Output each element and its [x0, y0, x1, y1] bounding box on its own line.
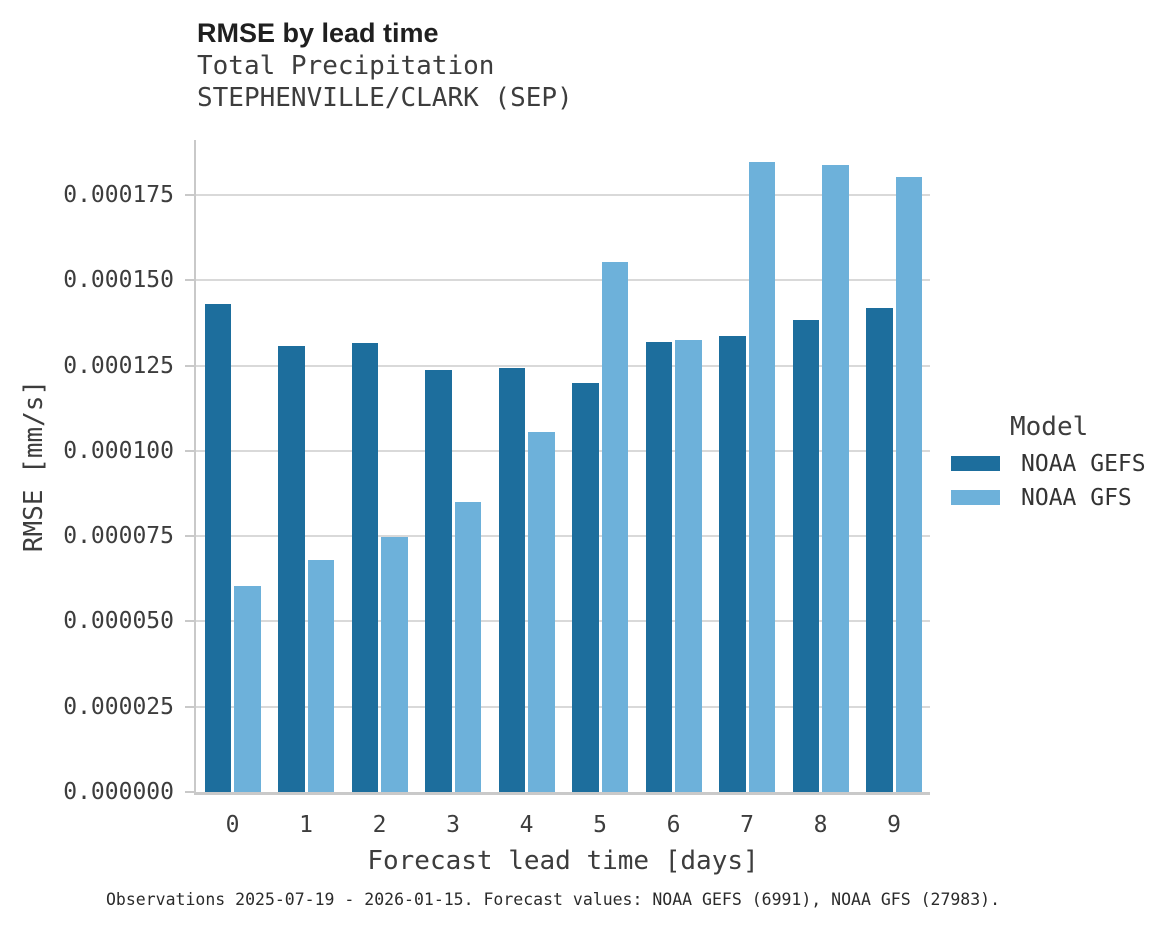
y-tick-mark-0.000125	[185, 364, 194, 367]
legend-swatch-noaa-gfs	[951, 490, 1000, 505]
gridline-y-0.000125	[196, 364, 930, 367]
y-tick-mark-0.000050	[185, 620, 194, 623]
y-tick-label-0.000175: 0.000175	[63, 182, 174, 208]
x-tick-label-0: 0	[225, 812, 240, 838]
y-tick-mark-0.000025	[185, 705, 194, 708]
x-tick-label-2: 2	[372, 812, 387, 838]
y-tick-label-0.000125: 0.000125	[63, 352, 174, 379]
y-tick-label-0.000100: 0.000100	[63, 437, 174, 464]
bar-noaa-gfs-lead-0	[234, 586, 261, 792]
bar-noaa-gefs-lead-6	[645, 341, 672, 792]
y-tick-label-0.000050: 0.000050	[63, 608, 174, 635]
legend-swatch-noaa-gefs	[951, 456, 1000, 471]
chart-title: RMSE by lead time	[197, 18, 439, 48]
x-tick-label-6: 6	[666, 812, 681, 838]
y-tick-label-0.000025: 0.000025	[63, 693, 174, 720]
gridline-y-0.000050	[196, 620, 930, 623]
bar-noaa-gefs-lead-5	[572, 382, 599, 792]
y-tick-mark-0.000000	[185, 791, 194, 793]
gridline-y-0.000175	[196, 194, 930, 196]
chart-subtitle-variable: Total Precipitation	[197, 51, 495, 81]
bar-noaa-gfs-lead-5	[601, 261, 628, 792]
bar-noaa-gefs-lead-9	[866, 307, 893, 792]
bar-noaa-gefs-lead-8	[792, 320, 819, 792]
y-tick-label-0.000150: 0.000150	[63, 267, 174, 294]
bar-noaa-gefs-lead-1	[278, 346, 305, 792]
bar-noaa-gfs-lead-2	[381, 537, 408, 792]
x-tick-label-5: 5	[593, 812, 607, 838]
gridline-y-0.000150	[196, 279, 930, 282]
x-axis-title: Forecast lead time [days]	[367, 846, 759, 876]
x-tick-label-9: 9	[887, 812, 901, 838]
x-tick-label-7: 7	[740, 812, 754, 838]
bar-noaa-gfs-lead-7	[748, 162, 775, 792]
y-tick-mark-0.000150	[185, 279, 194, 282]
bar-noaa-gfs-lead-1	[307, 560, 334, 792]
bar-noaa-gefs-lead-7	[719, 335, 746, 792]
chart-subtitle-station: STEPHENVILLE/CLARK (SEP)	[197, 83, 573, 113]
x-tick-label-8: 8	[813, 812, 828, 838]
bar-noaa-gfs-lead-8	[822, 165, 849, 792]
bar-noaa-gfs-lead-9	[895, 177, 922, 792]
y-tick-mark-0.000100	[185, 449, 194, 452]
x-tick-label-4: 4	[519, 812, 534, 838]
x-tick-label-3: 3	[446, 812, 460, 838]
bar-noaa-gefs-lead-0	[204, 303, 231, 792]
plot-area	[194, 140, 930, 795]
bar-noaa-gfs-lead-4	[528, 431, 555, 792]
footer-caption: Observations 2025-07-19 - 2026-01-15. Fo…	[106, 890, 1001, 909]
gridline-y-0.000100	[196, 449, 930, 452]
y-tick-mark-0.000075	[185, 535, 194, 538]
bar-noaa-gfs-lead-6	[675, 340, 702, 792]
y-tick-label-0.000075: 0.000075	[63, 523, 174, 550]
gridline-y-0.000025	[196, 705, 930, 708]
y-tick-label-0.000000: 0.000000	[63, 779, 174, 805]
bar-noaa-gefs-lead-3	[425, 370, 452, 792]
legend-label-noaa-gfs: NOAA GFS	[1021, 485, 1132, 511]
legend-title: Model	[1010, 412, 1089, 442]
y-tick-mark-0.000175	[185, 194, 194, 196]
bar-noaa-gfs-lead-3	[454, 502, 481, 792]
legend-label-noaa-gefs: NOAA GEFS	[1021, 451, 1146, 477]
gridline-y-0.000075	[196, 535, 930, 538]
bar-noaa-gefs-lead-4	[498, 368, 525, 792]
bar-noaa-gefs-lead-2	[351, 343, 378, 792]
x-tick-label-1: 1	[299, 812, 313, 838]
